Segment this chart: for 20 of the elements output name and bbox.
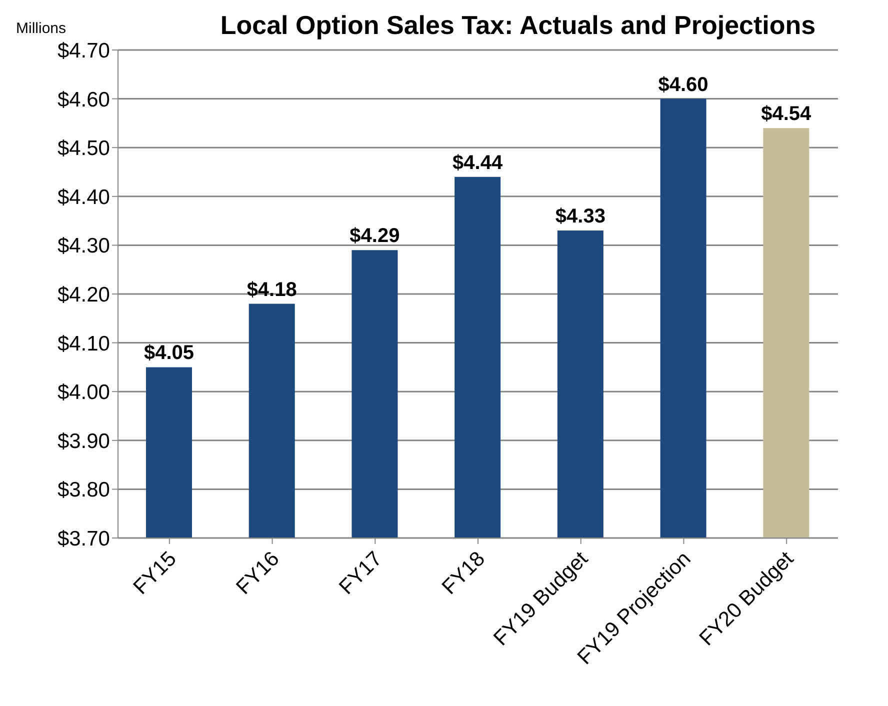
- data-label: $4.44: [452, 152, 504, 174]
- y-tick-label: $4.30: [57, 234, 110, 258]
- data-label: $4.18: [246, 278, 297, 301]
- y-tick-label: $3.70: [57, 527, 110, 550]
- data-label: $4.29: [350, 225, 400, 248]
- y-tick-label: $4.50: [57, 137, 110, 160]
- y-tick-label: $4.40: [57, 186, 110, 209]
- data-label: $4.05: [144, 342, 194, 364]
- y-tick-label: $4.00: [57, 381, 110, 404]
- chart-title: Local Option Sales Tax: Actuals and Projections: [219, 10, 817, 41]
- y-tick-label: $4.10: [57, 332, 110, 356]
- y-tick-label: $3.80: [57, 478, 110, 502]
- y-tick-label: $3.90: [57, 430, 110, 453]
- data-label: $4.33: [555, 206, 606, 228]
- y-tick-label: $4.70: [57, 39, 110, 62]
- y-tick-label: $4.60: [57, 88, 110, 112]
- data-label: $4.60: [658, 74, 708, 96]
- y-axis-title: Millions: [16, 20, 66, 37]
- y-tick-label: $4.20: [57, 283, 110, 306]
- data-label: $4.54: [761, 103, 812, 126]
